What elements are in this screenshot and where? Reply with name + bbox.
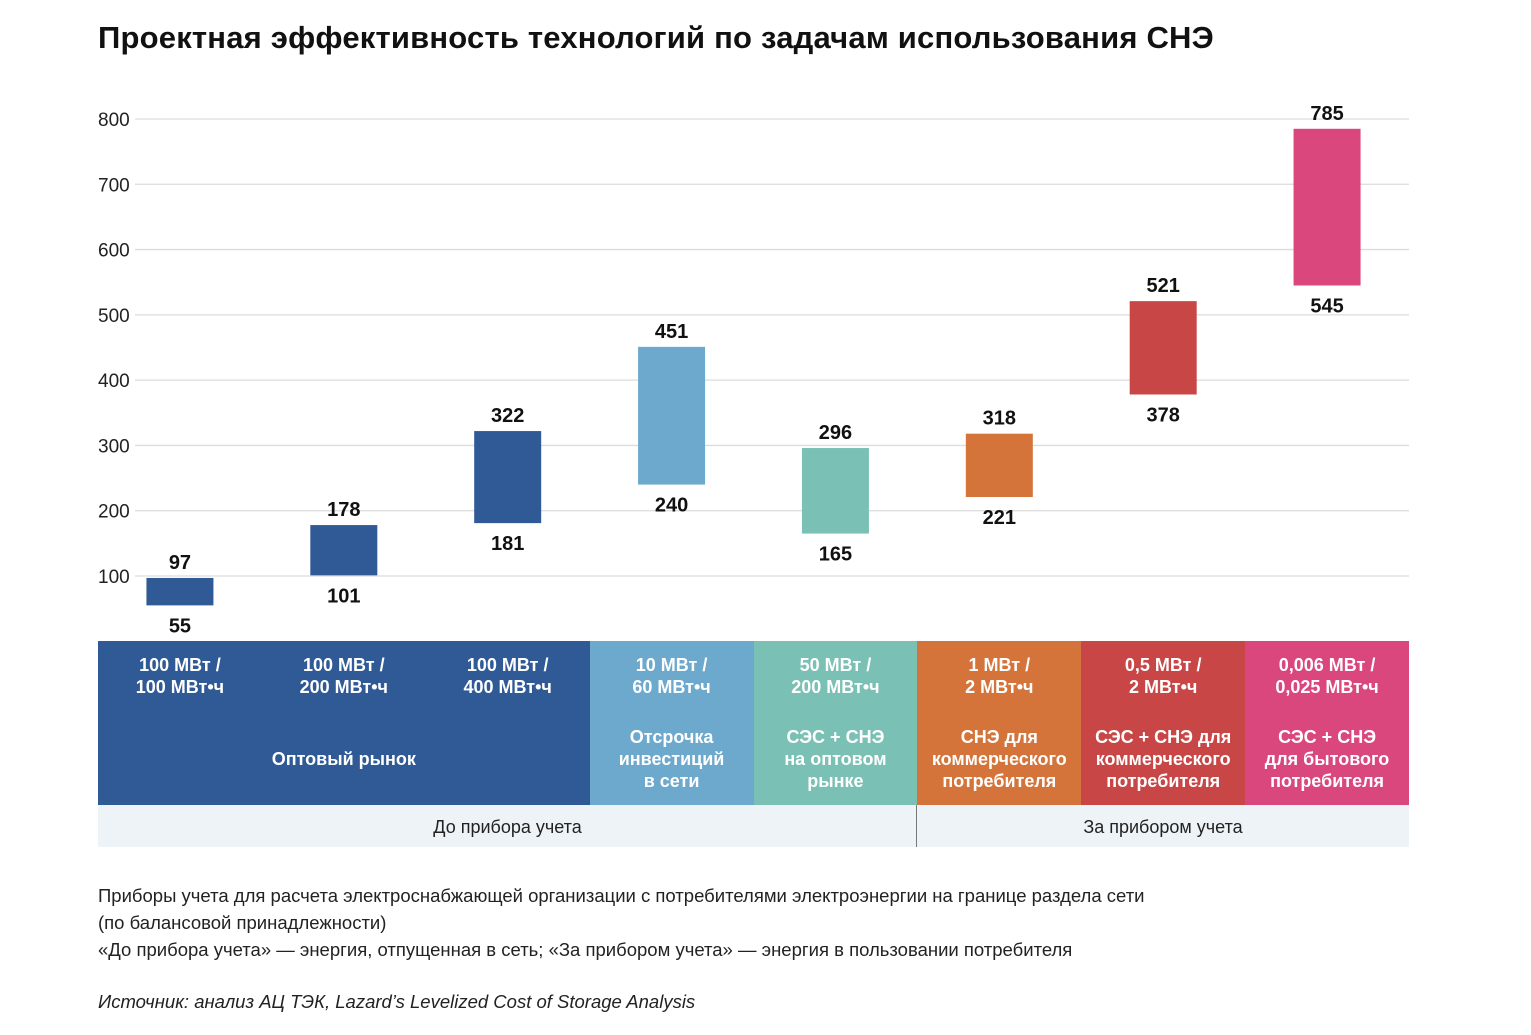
category-cell-4: 10 МВт /60 МВт•ч Отсрочка инвестиций в сет…	[589, 641, 754, 805]
min-value-label: 545	[1310, 295, 1343, 317]
meter-group-before: До прибора учета	[98, 805, 917, 847]
max-value-label: 451	[655, 321, 688, 343]
chart-plot: 100 200 300 400 500 600 700 800 97 55 178 101 322 18…	[98, 103, 1409, 638]
bars	[146, 128, 1361, 606]
category-spec: 100 МВт /200 МВт•ч	[299, 655, 388, 697]
category-spec: 10 МВт /60 МВт•ч	[632, 655, 711, 697]
max-value-label: 521	[1147, 275, 1180, 297]
range-bar	[1129, 301, 1197, 395]
range-bar	[474, 431, 542, 524]
category-task: СЭС + СНЭ для бытового потребителя	[1264, 727, 1390, 791]
category-cell-8: 0,006 МВт /0,025 МВт•ч СЭС + СНЭ для быто…	[1245, 641, 1409, 805]
min-value-label: 101	[327, 585, 360, 607]
max-value-label: 178	[327, 499, 360, 521]
category-spec: 100 МВт /400 МВт•ч	[463, 655, 552, 697]
min-value-label: 181	[491, 533, 524, 555]
category-cell-2: 100 МВт /200 МВт•ч	[261, 641, 426, 805]
category-spec: 1 МВт /2 МВт•ч	[965, 655, 1034, 697]
category-task: Отсрочка инвестиций в сети	[618, 727, 725, 791]
min-value-label: 378	[1147, 405, 1180, 427]
min-value-label: 165	[819, 544, 852, 566]
max-value-label: 785	[1310, 103, 1343, 125]
chart-title: Проектная эффективность технологий по за…	[98, 20, 1214, 55]
category-task: СЭС + СНЭ для коммерческого потребителя	[1095, 727, 1232, 791]
y-axis-ticks: 100 200 300 400 500 600 700 800	[98, 110, 130, 588]
range-bar	[146, 577, 214, 606]
category-spec: 0,006 МВт /0,025 МВт•ч	[1275, 655, 1379, 697]
category-cell-1: 100 МВт /100 МВт•ч	[98, 641, 262, 805]
category-task: СЭС + СНЭ на оптовом рынке	[784, 727, 887, 791]
max-value-label: 296	[819, 422, 852, 444]
source-note: Источник: анализ АЦ ТЭК, Lazard’s Leveli…	[98, 991, 696, 1012]
meter-divider	[916, 805, 917, 847]
y-tick-label: 700	[98, 175, 130, 196]
y-tick-label: 400	[98, 371, 130, 392]
max-value-label: 322	[491, 405, 524, 427]
y-tick-label: 800	[98, 110, 130, 131]
category-cell-7: 0,5 МВт /2 МВт•ч СЭС + СНЭ для коммерческ…	[1081, 641, 1246, 805]
gridlines	[135, 118, 1409, 577]
y-tick-label: 500	[98, 306, 130, 327]
min-value-label: 240	[655, 495, 688, 517]
min-value-label: 55	[169, 615, 191, 637]
meter-group-after: За прибором учета	[917, 805, 1409, 847]
footnotes: Приборы учета для расчета электроснабжаю…	[98, 882, 1145, 963]
min-value-label: 221	[983, 507, 1016, 529]
category-cell-5: 50 МВт /200 МВт•ч СЭС + СНЭ на оптовом рын…	[753, 641, 918, 805]
range-bar	[638, 346, 706, 485]
category-cell-3: 100 МВт /400 МВт•ч	[425, 641, 590, 805]
footnote-line: «До прибора учета» — энергия, отпущенная…	[98, 939, 1073, 960]
footnote-line: (по балансовой принадлежности)	[98, 912, 387, 933]
category-spec: 100 МВт /100 МВт•ч	[135, 655, 225, 697]
y-tick-label: 600	[98, 241, 130, 262]
max-value-label: 97	[169, 552, 191, 574]
category-cell-6: 1 МВт /2 МВт•ч СНЭ для коммерческого потре…	[917, 641, 1082, 805]
task-wholesale-market: Оптовый рынок	[271, 749, 416, 769]
category-spec: 50 МВт /200 МВт•ч	[791, 655, 880, 697]
max-value-label: 318	[983, 408, 1016, 430]
range-bar	[310, 525, 378, 576]
category-spec: 0,5 МВт /2 МВт•ч	[1124, 655, 1202, 697]
value-labels: 97 55 178 101 322 181 451 240 296 165 318 221 521 378…	[169, 103, 1344, 638]
y-tick-label: 100	[98, 567, 130, 588]
range-bar	[965, 433, 1033, 498]
footnote-line: Приборы учета для расчета электроснабжаю…	[98, 885, 1145, 906]
range-bar	[1293, 128, 1361, 286]
y-tick-label: 200	[98, 502, 130, 523]
range-bar	[801, 448, 869, 534]
category-task: СНЭ для коммерческого потребителя	[931, 727, 1067, 791]
y-tick-label: 300	[98, 436, 130, 457]
